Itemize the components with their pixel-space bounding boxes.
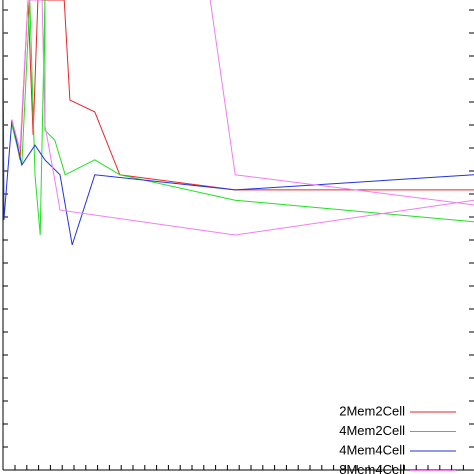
legend-label: 4Mem2Cell bbox=[339, 423, 405, 438]
series-line bbox=[3, 0, 474, 246]
series-line bbox=[11, 0, 474, 236]
series-line bbox=[11, 0, 474, 191]
series-line bbox=[11, 0, 474, 236]
legend-label: 4Mem4Cell bbox=[339, 442, 405, 457]
legend-label: 8Mem4Cell bbox=[339, 462, 405, 474]
legend-label: 2Mem2Cell bbox=[339, 403, 405, 418]
